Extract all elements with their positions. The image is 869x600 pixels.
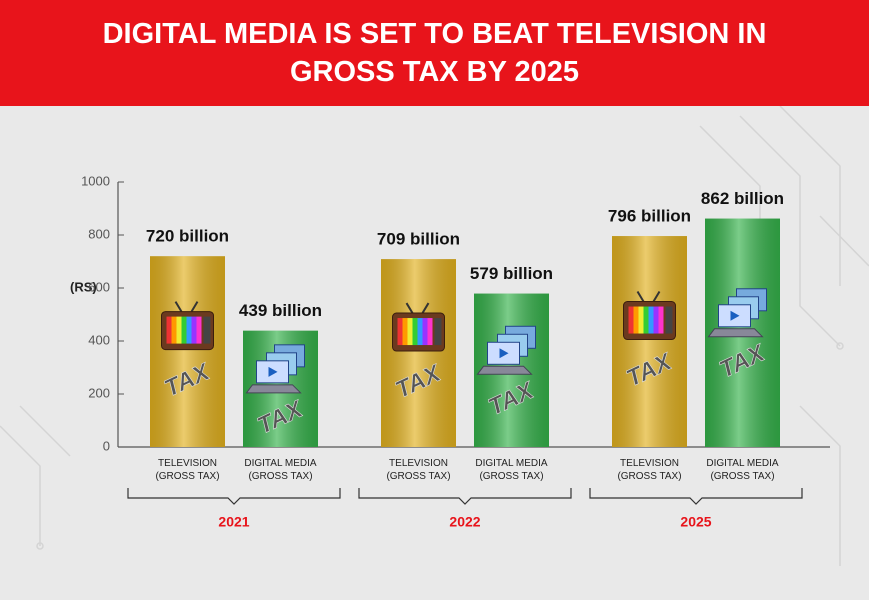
tv-panel <box>665 306 673 334</box>
value-label: 796 billion <box>608 207 691 226</box>
value-label: 439 billion <box>239 301 322 320</box>
laptop-icon <box>476 325 536 375</box>
y-tick-label: 400 <box>88 332 110 347</box>
series-name-box: DIGITAL MEDIA (GROSS TAX) <box>706 458 779 482</box>
value-label: 709 billion <box>377 230 460 249</box>
bar-shine <box>381 259 456 447</box>
bar-shine <box>612 236 687 447</box>
antenna <box>174 301 183 313</box>
y-axis-label: (RS) <box>70 279 97 294</box>
antenna <box>421 302 430 314</box>
tv-stripe <box>166 316 172 344</box>
tv-stripe <box>648 306 654 334</box>
play <box>730 310 740 321</box>
tv-icon <box>392 302 445 352</box>
value-label: 720 billion <box>146 227 229 246</box>
tv-stripe <box>186 316 192 344</box>
keyboard <box>476 365 533 375</box>
play <box>499 348 509 359</box>
keyboard <box>707 328 764 338</box>
tv-stripe <box>417 318 423 346</box>
series-name: DIGITAL MEDIA (GROSS TAX) <box>475 458 548 482</box>
series-name: DIGITAL MEDIA (GROSS TAX) <box>706 458 779 482</box>
tv-stripe <box>171 316 177 344</box>
tv-stripe <box>422 318 428 346</box>
tv-stripe <box>638 306 644 334</box>
tv-stripe <box>397 318 403 346</box>
x-tick-label: 2022 <box>449 514 480 530</box>
bar-shine <box>150 256 225 447</box>
series-name: TELEVISION (GROSS TAX) <box>386 458 451 482</box>
tv-stripe <box>181 316 187 344</box>
antenna <box>405 302 414 314</box>
y-tick-label: 800 <box>88 226 110 241</box>
tv-stripe <box>633 306 639 334</box>
series-name-box: TELEVISION (GROSS TAX) <box>617 458 682 482</box>
x-tick-label: 2021 <box>218 514 249 530</box>
y-tick-label: 600 <box>88 279 110 294</box>
series-name: TELEVISION (GROSS TAX) <box>155 458 220 482</box>
tv-stripe <box>427 318 433 346</box>
series-name-box: TELEVISION (GROSS TAX) <box>386 458 451 482</box>
antenna <box>652 291 661 303</box>
series-name-box: TELEVISION (GROSS TAX) <box>155 458 220 482</box>
tv-stripe <box>402 318 408 346</box>
tv-stripe <box>653 306 659 334</box>
x-tick-label: 2025 <box>680 514 711 530</box>
series-name: DIGITAL MEDIA (GROSS TAX) <box>244 458 317 482</box>
series-name-box: DIGITAL MEDIA (GROSS TAX) <box>475 458 548 482</box>
group-bracket <box>127 488 341 505</box>
play <box>268 366 278 377</box>
tv-stripe <box>658 306 664 334</box>
tv-icon <box>161 301 214 351</box>
antenna <box>190 301 199 313</box>
tv-stripe <box>643 306 649 334</box>
series-name-box: DIGITAL MEDIA (GROSS TAX) <box>244 458 317 482</box>
laptop-icon <box>245 344 305 394</box>
tv-stripe <box>191 316 197 344</box>
y-tick-label: 1000 <box>81 173 110 188</box>
header: DIGITAL MEDIA IS SET TO BEAT TELEVISION … <box>0 0 869 106</box>
tv-panel <box>434 318 442 346</box>
y-tick-label: 200 <box>88 385 110 400</box>
tv-stripe <box>412 318 418 346</box>
tv-icon <box>623 291 676 341</box>
laptop-icon <box>707 288 767 338</box>
series-name: TELEVISION (GROSS TAX) <box>617 458 682 482</box>
y-tick-label: 0 <box>103 438 110 453</box>
group-bracket <box>589 488 803 505</box>
tv-stripe <box>196 316 202 344</box>
tv-panel <box>203 316 211 344</box>
group-bracket <box>358 488 572 505</box>
chart-title: DIGITAL MEDIA IS SET TO BEAT TELEVISION … <box>102 18 767 88</box>
antenna <box>636 291 645 303</box>
keyboard <box>245 384 302 394</box>
tv-stripe <box>407 318 413 346</box>
value-label: 862 billion <box>701 189 784 208</box>
tv-stripe <box>176 316 182 344</box>
value-label: 579 billion <box>470 264 553 283</box>
tv-stripe <box>628 306 634 334</box>
